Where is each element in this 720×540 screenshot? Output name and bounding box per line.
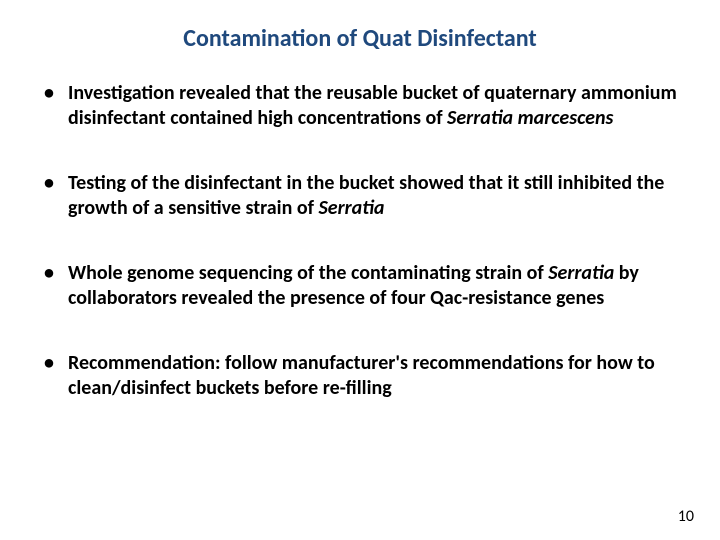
bullet-text-pre: Whole genome sequencing of the contamina…	[68, 261, 548, 285]
slide: Contamination of Quat Disinfectant Inves…	[0, 0, 720, 540]
page-number: 10	[678, 507, 694, 526]
bullet-text-ital: Serratia	[548, 261, 614, 285]
list-item: Investigation revealed that the reusable…	[68, 81, 680, 131]
slide-title: Contamination of Quat Disinfectant	[40, 24, 680, 53]
list-item: Testing of the disinfectant in the bucke…	[68, 171, 680, 221]
list-item: Whole genome sequencing of the contamina…	[68, 261, 680, 311]
list-item: Recommendation: follow manufacturer's re…	[68, 351, 680, 401]
bullet-text-ital: Serratia marcescens	[447, 106, 613, 130]
bullet-list: Investigation revealed that the reusable…	[40, 81, 680, 401]
bullet-text-ital: Serratia	[318, 196, 384, 220]
bullet-text-pre: Recommendation: follow manufacturer's re…	[68, 351, 655, 400]
